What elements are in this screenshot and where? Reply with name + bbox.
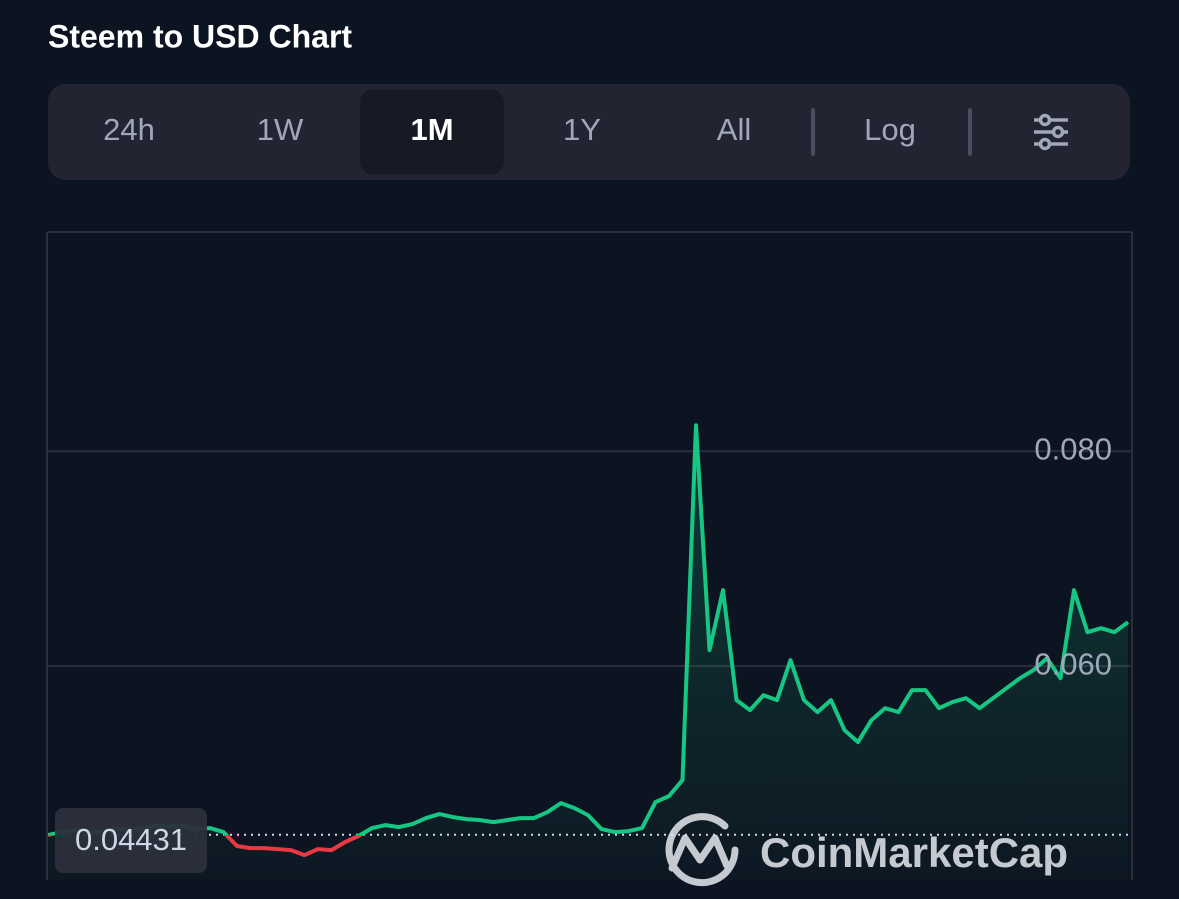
separator [811,108,815,156]
watermark: CoinMarketCap [665,813,1068,887]
toolbar-background [48,84,1130,180]
plot-area [48,423,1132,880]
watermark-logo [665,813,739,887]
log-button[interactable]: Log [864,112,916,147]
settings-button[interactable] [1034,113,1068,151]
baseline-label: 0.04431 [75,822,187,857]
time-tab[interactable]: 1W [257,112,304,147]
toolbar: Log 24h 1W 1M 1Y All [48,84,1130,180]
area-fill [48,425,1128,880]
watermark-text: CoinMarketCap [760,829,1068,876]
separator [968,108,972,156]
baseline-label-background [55,808,207,873]
time-tab[interactable]: 1Y [563,112,601,147]
page-title: Steem to USD Chart [48,18,352,54]
y-tick-label: 0.080 [1034,431,1112,466]
price-line [48,423,1130,858]
active-tab-background [360,90,504,174]
plot: 0.060 0.080 0.04431 CoinMarketCap [46,231,1133,887]
time-tab[interactable]: 1M [410,112,453,147]
time-tab[interactable]: All [717,112,751,147]
time-tab[interactable]: 24h [103,112,155,147]
y-tick-label: 0.060 [1034,646,1112,681]
